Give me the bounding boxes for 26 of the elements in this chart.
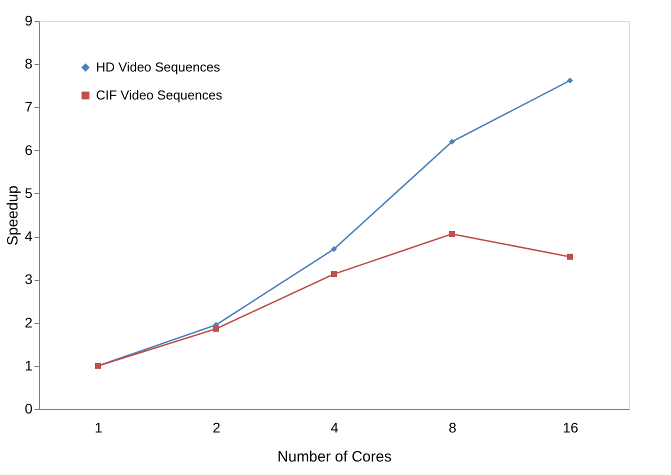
point	[213, 326, 219, 332]
y-tick-label: 0	[24, 400, 33, 416]
y-tick-label: 1	[24, 357, 33, 374]
y-tick-label: 6	[24, 142, 33, 158]
y-axis-title: Speedup	[4, 185, 22, 246]
x-tick-label: 8	[448, 420, 457, 436]
point	[449, 230, 455, 237]
y-tick-label: 9	[24, 12, 33, 28]
legend-label: CIF Video Sequences	[96, 88, 223, 102]
point	[449, 138, 455, 145]
x-tick-label: 1	[94, 420, 103, 436]
x-tick-label: 4	[330, 420, 339, 436]
y-tick-label: 4	[24, 228, 33, 244]
legend-label: HD Video Sequences	[96, 60, 221, 74]
x-tick-label: 16	[562, 420, 578, 436]
x-axis-title: Number of Cores	[277, 448, 392, 466]
x-tick-label: 2	[212, 420, 221, 436]
point	[331, 246, 337, 252]
y-tick-label: 3	[24, 271, 33, 288]
point	[567, 77, 573, 84]
y-tick-label: 2	[24, 314, 33, 330]
y-tick-label: 5	[24, 184, 33, 201]
y-tick-label: 8	[24, 56, 33, 72]
point	[331, 271, 337, 278]
y-tick-label: 7	[24, 98, 33, 115]
point	[567, 254, 573, 260]
